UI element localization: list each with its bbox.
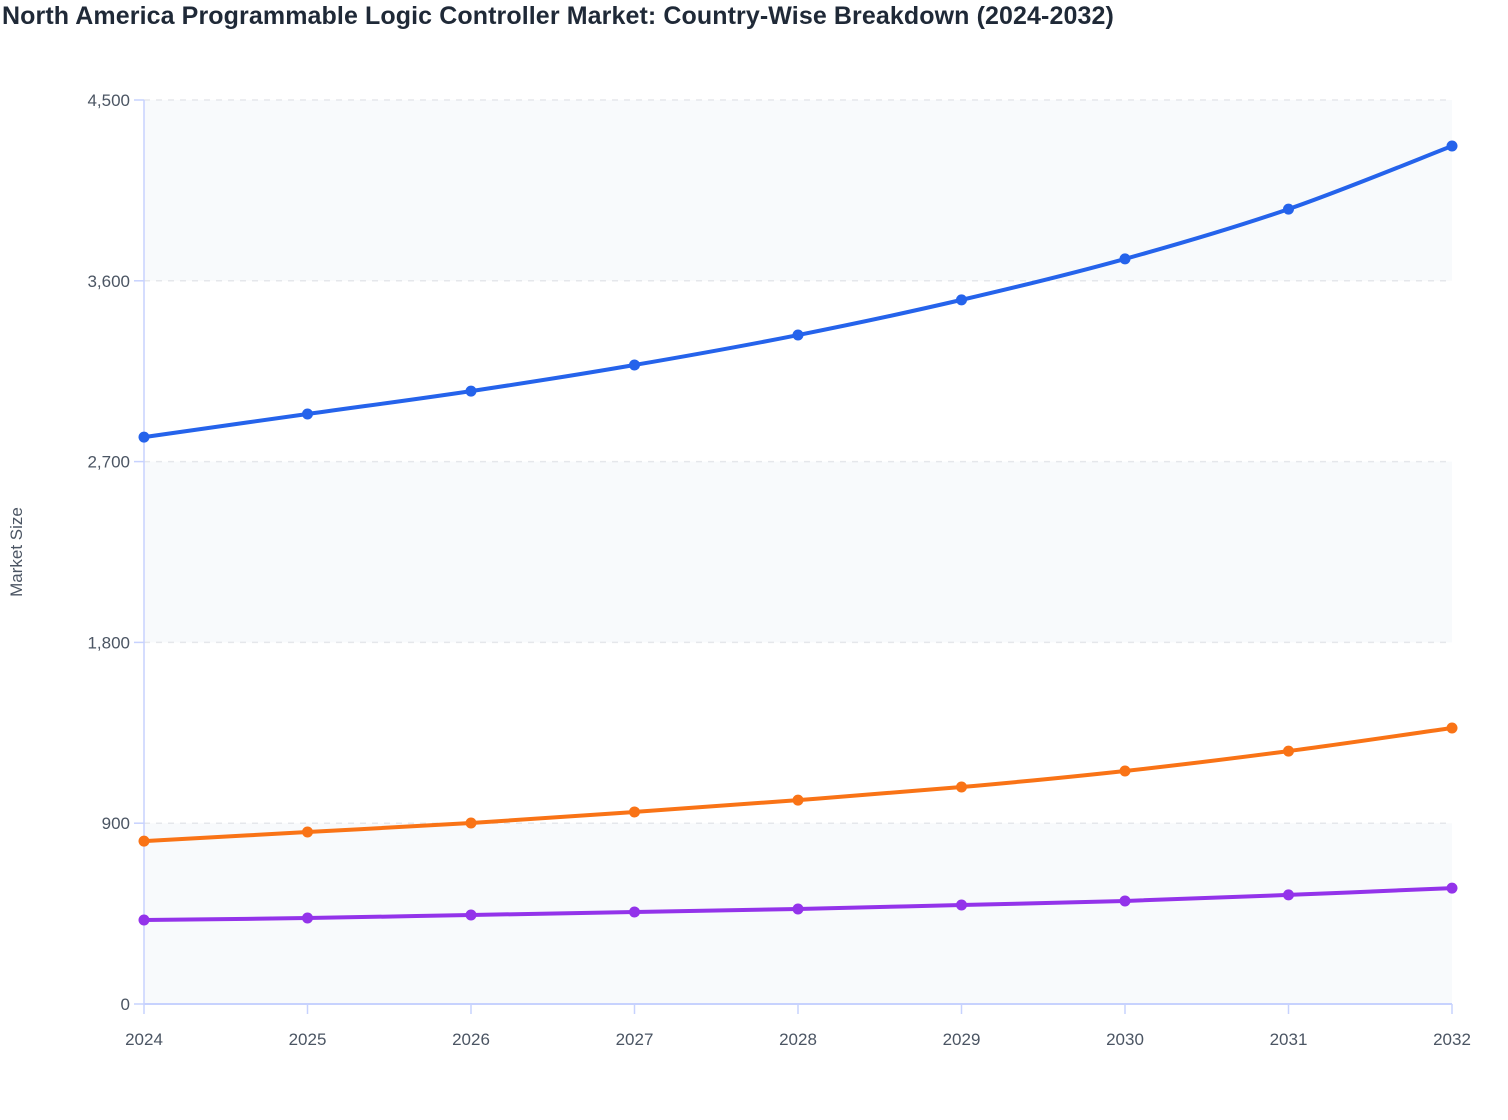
data-point [302, 912, 313, 924]
data-point [792, 329, 804, 341]
data-point [138, 914, 150, 926]
data-point [629, 806, 640, 818]
y-tick-label: 3,600 [87, 272, 130, 291]
grid-band [144, 461, 1452, 643]
data-point [629, 359, 640, 371]
data-point [1446, 140, 1458, 152]
x-tick-label: 2028 [779, 1030, 817, 1049]
data-point [1119, 895, 1131, 907]
x-tick-label: 2030 [1106, 1030, 1144, 1049]
y-tick-label: 1,800 [87, 633, 130, 652]
data-point [1446, 882, 1458, 894]
y-axis-label: Market Size [7, 507, 26, 597]
data-point [792, 903, 804, 915]
data-point [1119, 765, 1131, 777]
data-point [465, 909, 477, 921]
data-point [138, 431, 150, 443]
data-point [302, 826, 313, 838]
data-point [138, 835, 150, 847]
data-point [1283, 203, 1294, 215]
data-point [1119, 253, 1131, 265]
chart-title: North America Programmable Logic Control… [2, 2, 1114, 30]
x-tick-label: 2025 [289, 1030, 327, 1049]
x-tick-label: 2026 [452, 1030, 490, 1049]
data-point [1283, 889, 1294, 901]
data-point [465, 385, 477, 397]
data-point [956, 781, 967, 793]
x-tick-label: 2032 [1433, 1030, 1471, 1049]
y-tick-label: 4,500 [87, 91, 130, 110]
data-point [956, 294, 967, 306]
y-tick-label: 900 [102, 814, 130, 833]
x-tick-label: 2024 [125, 1030, 163, 1049]
grid-band [144, 100, 1452, 281]
x-tick-label: 2029 [943, 1030, 981, 1049]
x-tick-label: 2027 [616, 1030, 654, 1049]
data-point [465, 817, 477, 829]
y-tick-label: 2,700 [87, 453, 130, 472]
data-point [629, 906, 640, 918]
x-tick-label: 2031 [1270, 1030, 1308, 1049]
y-tick-label: 0 [121, 995, 130, 1014]
data-point [302, 408, 313, 420]
data-point [792, 794, 804, 806]
data-point [956, 899, 967, 911]
data-point [1446, 722, 1458, 734]
data-point [1283, 745, 1294, 757]
